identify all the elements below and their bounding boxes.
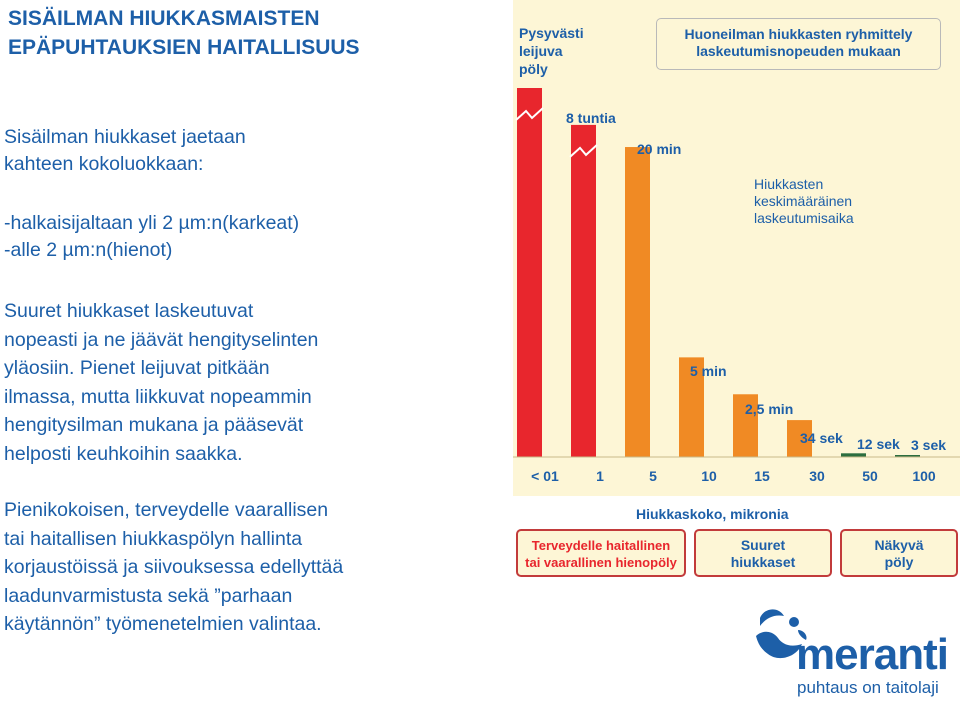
box-line: Terveydelle haitallinen (531, 538, 671, 553)
paragraph-settling: Suuret hiukkaset laskeutuvat nopeasti ja… (4, 297, 318, 468)
meranti-logo-mark (756, 609, 807, 659)
size-classes: -halkaisijaltaan yli 2 µm:n(karkeat) -al… (4, 210, 299, 264)
logo-swirl-top (760, 609, 784, 626)
bar-1 (571, 124, 596, 458)
x-tick: 10 (701, 468, 717, 484)
x-tick: < 01 (531, 468, 559, 484)
class-coarse: -halkaisijaltaan yli 2 µm:n(karkeat) (4, 212, 300, 234)
chart-title-line: laskeutumisnopeuden mukaan (696, 43, 901, 59)
bar-5 (787, 420, 812, 457)
x-tick: 15 (754, 468, 770, 484)
page-title: SISÄILMAN HIUKKASMAISTEN EPÄPUHTAUKSIEN … (8, 4, 488, 62)
bar-7 (895, 455, 920, 457)
paragraph-line: helposti keuhkoihin saakka. (4, 442, 243, 465)
legend-line: Hiukkasten (754, 176, 824, 192)
large-particles-box: Suuret hiukkaset (694, 529, 832, 577)
box-line: Näkyvä (874, 537, 924, 553)
bar-label-7: 3 sek (911, 437, 947, 453)
x-tick: 1 (596, 468, 604, 484)
bar-label-5: 34 sek (800, 430, 843, 446)
bar-label-1: 8 tuntia (566, 110, 616, 126)
x-axis-label: Hiukkaskoko, mikronia (636, 506, 789, 522)
bar-0 (517, 88, 542, 457)
paragraph-line: Pienikokoisen, terveydelle vaarallisen (4, 499, 329, 521)
title-line-1: SISÄILMAN HIUKKASMAISTEN (8, 7, 320, 30)
paragraph-line: Suuret hiukkaset laskeutuvat (4, 300, 254, 322)
paragraph-line: nopeasti ja ne jäävät hengityselinten (4, 328, 319, 351)
logo-drop (798, 630, 807, 640)
logo-swirl-bottom (756, 631, 802, 659)
paragraph-line: käytännön” työmenetelmien valintaa. (4, 613, 322, 635)
permanent-dust-label: Pysyvästi leijuva pöly (519, 24, 584, 78)
x-tick: 30 (809, 468, 825, 484)
paragraph-line: korjaustöissä ja siivouksessa edellyttää (4, 556, 344, 578)
paragraph-line: laadunvarmistusta sekä ”parhaan (4, 584, 293, 607)
intro-text: Sisäilman hiukkaset jaetaan kahteen koko… (4, 124, 246, 178)
bar-label-6: 12 sek (857, 436, 900, 452)
title-line-2: EPÄPUHTAUKSIEN HAITALLISUUS (8, 36, 360, 59)
bar-2 (625, 147, 650, 458)
chart-title-line: Huoneilman hiukkasten ryhmittely (684, 26, 913, 42)
paragraph-management: Pienikokoisen, terveydelle vaarallisen t… (4, 496, 343, 639)
bar-6 (841, 453, 866, 457)
axis-break-1 (569, 144, 598, 158)
brand-name: meranti (796, 630, 949, 679)
label-line: Pysyvästi (519, 25, 584, 41)
bar-4 (733, 394, 758, 457)
chart-title-box: Huoneilman hiukkasten ryhmittely laskeut… (656, 18, 941, 70)
bar-label-2: 20 min (637, 141, 682, 157)
class-fine: -alle 2 µm:n(hienot) (4, 239, 173, 261)
paragraph-line: tai haitallisen hiukkaspölyn hallinta (4, 527, 303, 550)
legend-line: laskeutumisaika (754, 210, 854, 226)
paragraph-line: hengitysilman mukana ja pääsevät (4, 414, 304, 436)
x-tick: 100 (912, 468, 936, 484)
label-line: pöly (519, 61, 548, 77)
paragraph-line: yläosiin. Pienet leijuvat pitkään (4, 357, 270, 379)
logo-dot (789, 617, 799, 627)
legend-line: keskimääräinen (754, 193, 853, 209)
x-tick: 5 (649, 468, 657, 484)
fine-dust-box: Terveydelle haitallinen tai vaarallinen … (516, 529, 686, 577)
label-line: leijuva (519, 43, 563, 59)
visible-dust-box: Näkyvä pöly (840, 529, 958, 577)
axis-break-0 (515, 107, 544, 121)
box-line: tai vaarallinen hienopöly (525, 555, 677, 570)
x-tick: 50 (862, 468, 878, 484)
intro-line: kahteen kokoluokkaan: (4, 153, 204, 175)
box-line: hiukkaset (730, 554, 796, 570)
box-line: Suuret (740, 537, 786, 553)
bar-label-4: 2,5 min (745, 401, 794, 417)
paragraph-line: ilmassa, mutta liikkuvat nopeammin (4, 385, 312, 408)
bar-3 (679, 357, 704, 457)
brand-tagline: puhtaus on taitolaji (797, 678, 939, 697)
y-axis-legend: Hiukkasten keskimääräinen laskeutumisaik… (754, 176, 854, 227)
box-line: pöly (884, 554, 914, 570)
intro-line: Sisäilman hiukkaset jaetaan (4, 126, 246, 148)
bar-label-3: 5 min (690, 363, 727, 379)
